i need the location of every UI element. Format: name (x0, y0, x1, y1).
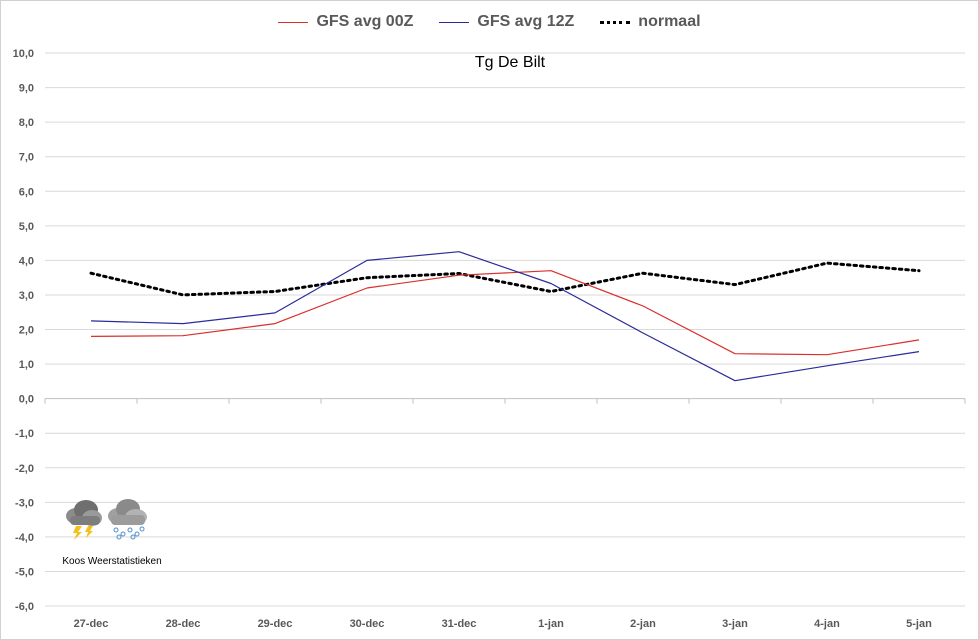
thunderstorm-cloud-icon (66, 500, 102, 540)
y-tick-label: 2,0 (19, 325, 34, 337)
y-tick-label: 6,0 (19, 186, 34, 198)
logo-icons (66, 499, 147, 540)
y-tick-label: 3,0 (19, 290, 34, 302)
y-tick-label: 7,0 (19, 152, 34, 164)
legend-swatch-normaal (600, 20, 631, 24)
x-tick-label: 30-dec (350, 618, 385, 630)
legend-swatch-gfs-12z (439, 21, 470, 23)
y-tick-label: -2,0 (15, 463, 34, 475)
legend-label-gfs-12z: GFS avg 12Z (477, 13, 575, 30)
x-tick-label: 28-dec (166, 618, 201, 630)
x-tick-label: 5-jan (906, 618, 932, 630)
y-tick-label: 0,0 (19, 394, 34, 406)
logo-caption: Koos Weerstatistieken (62, 556, 162, 567)
legend-label-normaal: normaal (638, 13, 701, 30)
x-tick-label: 4-jan (814, 618, 840, 630)
logo: Koos Weerstatistieken (62, 496, 162, 570)
series-line-gfs-avg-00z (90, 270, 920, 356)
legend: GFS avg 00Z GFS avg 12Z normaal (0, 13, 979, 31)
y-tick-label: -6,0 (15, 601, 34, 613)
x-tick-label: 31-dec (442, 618, 477, 630)
legend-item-gfs-00z: GFS avg 00Z (278, 13, 413, 31)
chart-title: Tg De Bilt (474, 54, 546, 71)
y-tick-label: 5,0 (19, 221, 34, 233)
legend-label-gfs-00z: GFS avg 00Z (316, 13, 414, 30)
y-tick-label: 1,0 (19, 359, 34, 371)
x-tick-label: 27-dec (74, 618, 109, 630)
x-tick-label: 29-dec (258, 618, 293, 630)
y-tick-label: -5,0 (15, 566, 34, 578)
y-tick-label: -3,0 (15, 497, 34, 509)
snow-cloud-icon (108, 499, 147, 540)
x-tick-label: 1-jan (538, 618, 564, 630)
x-tick-label: 2-jan (630, 618, 656, 630)
series-line-gfs-avg-12z (90, 251, 920, 382)
legend-swatch-gfs-00z (278, 21, 309, 23)
series-line-normaal (89, 261, 921, 297)
y-tick-label: -4,0 (15, 532, 34, 544)
legend-item-normaal: normaal (600, 13, 701, 31)
y-tick-label: 8,0 (19, 117, 34, 129)
y-tick-label: -1,0 (15, 428, 34, 440)
y-tick-label: 4,0 (19, 255, 34, 267)
y-tick-label: 10,0 (13, 48, 34, 60)
y-tick-label: 9,0 (19, 83, 34, 95)
x-tick-label: 3-jan (722, 618, 748, 630)
legend-item-gfs-12z: GFS avg 12Z (439, 13, 574, 31)
